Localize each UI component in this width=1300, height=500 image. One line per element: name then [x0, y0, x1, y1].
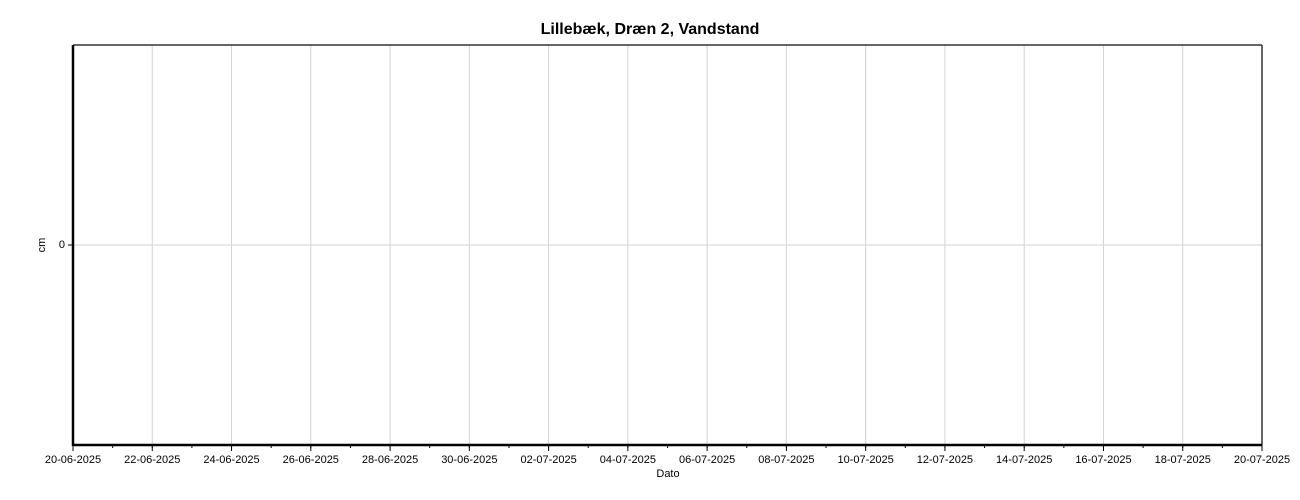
x-tick-label: 18-07-2025: [1155, 454, 1211, 466]
x-tick-label: 12-07-2025: [917, 454, 973, 466]
x-tick-label: 04-07-2025: [600, 454, 656, 466]
x-tick-label: 28-06-2025: [362, 454, 418, 466]
x-axis-label: Dato: [656, 468, 679, 480]
y-tick-label: 0: [59, 239, 65, 251]
x-tick-label: 10-07-2025: [838, 454, 894, 466]
x-tick-label: 08-07-2025: [758, 454, 814, 466]
x-tick-label: 22-06-2025: [124, 454, 180, 466]
chart-title: Lillebæk, Dræn 2, Vandstand: [541, 21, 760, 38]
x-tick-label: 16-07-2025: [1075, 454, 1131, 466]
y-axis-label: cm: [36, 238, 48, 253]
x-tick-label: 20-06-2025: [45, 454, 101, 466]
x-tick-label: 30-06-2025: [441, 454, 497, 466]
x-tick-label: 02-07-2025: [520, 454, 576, 466]
x-tick-label: 06-07-2025: [679, 454, 735, 466]
x-tick-label: 24-06-2025: [203, 454, 259, 466]
x-tick-label: 20-07-2025: [1234, 454, 1290, 466]
x-tick-label: 26-06-2025: [283, 454, 339, 466]
x-tick-label: 14-07-2025: [996, 454, 1052, 466]
